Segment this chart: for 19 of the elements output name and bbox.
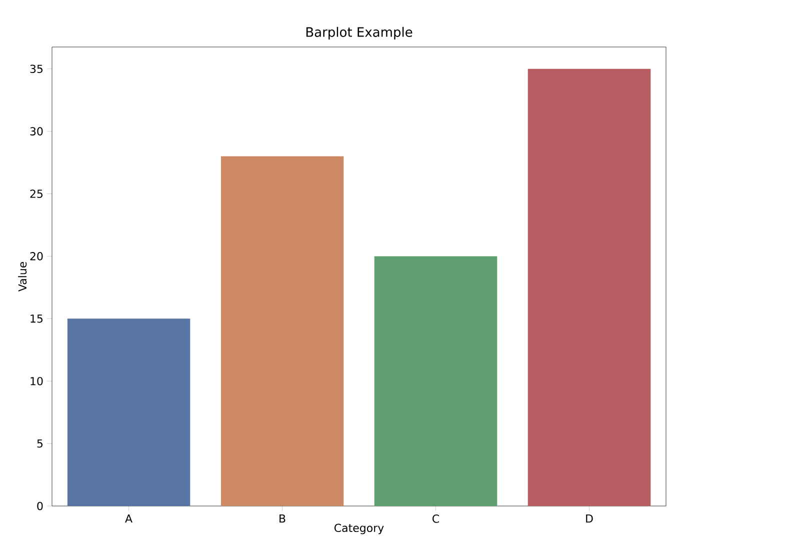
y-tick-label: 25 [30, 190, 43, 198]
y-tick-label: 20 [30, 252, 43, 260]
x-axis-title: Category [334, 524, 384, 534]
y-tick-label: 10 [30, 376, 43, 386]
y-tick-label: 35 [30, 64, 43, 74]
y-tick-label: 5 [37, 439, 43, 448]
chart-title: Barplot Example [306, 26, 412, 40]
bar [374, 256, 498, 506]
bar [67, 318, 190, 506]
x-tick-label: A [125, 514, 132, 523]
x-tick-label: C [432, 514, 439, 523]
y-tick-label: 30 [30, 127, 43, 136]
bar [220, 156, 344, 506]
x-tick-label: D [586, 514, 593, 523]
x-tick-label: B [280, 514, 286, 523]
bar [528, 68, 651, 506]
y-axis-title: Value [18, 262, 27, 292]
y-tick-label: 0 [37, 502, 43, 510]
y-tick-label: 15 [30, 314, 43, 323]
